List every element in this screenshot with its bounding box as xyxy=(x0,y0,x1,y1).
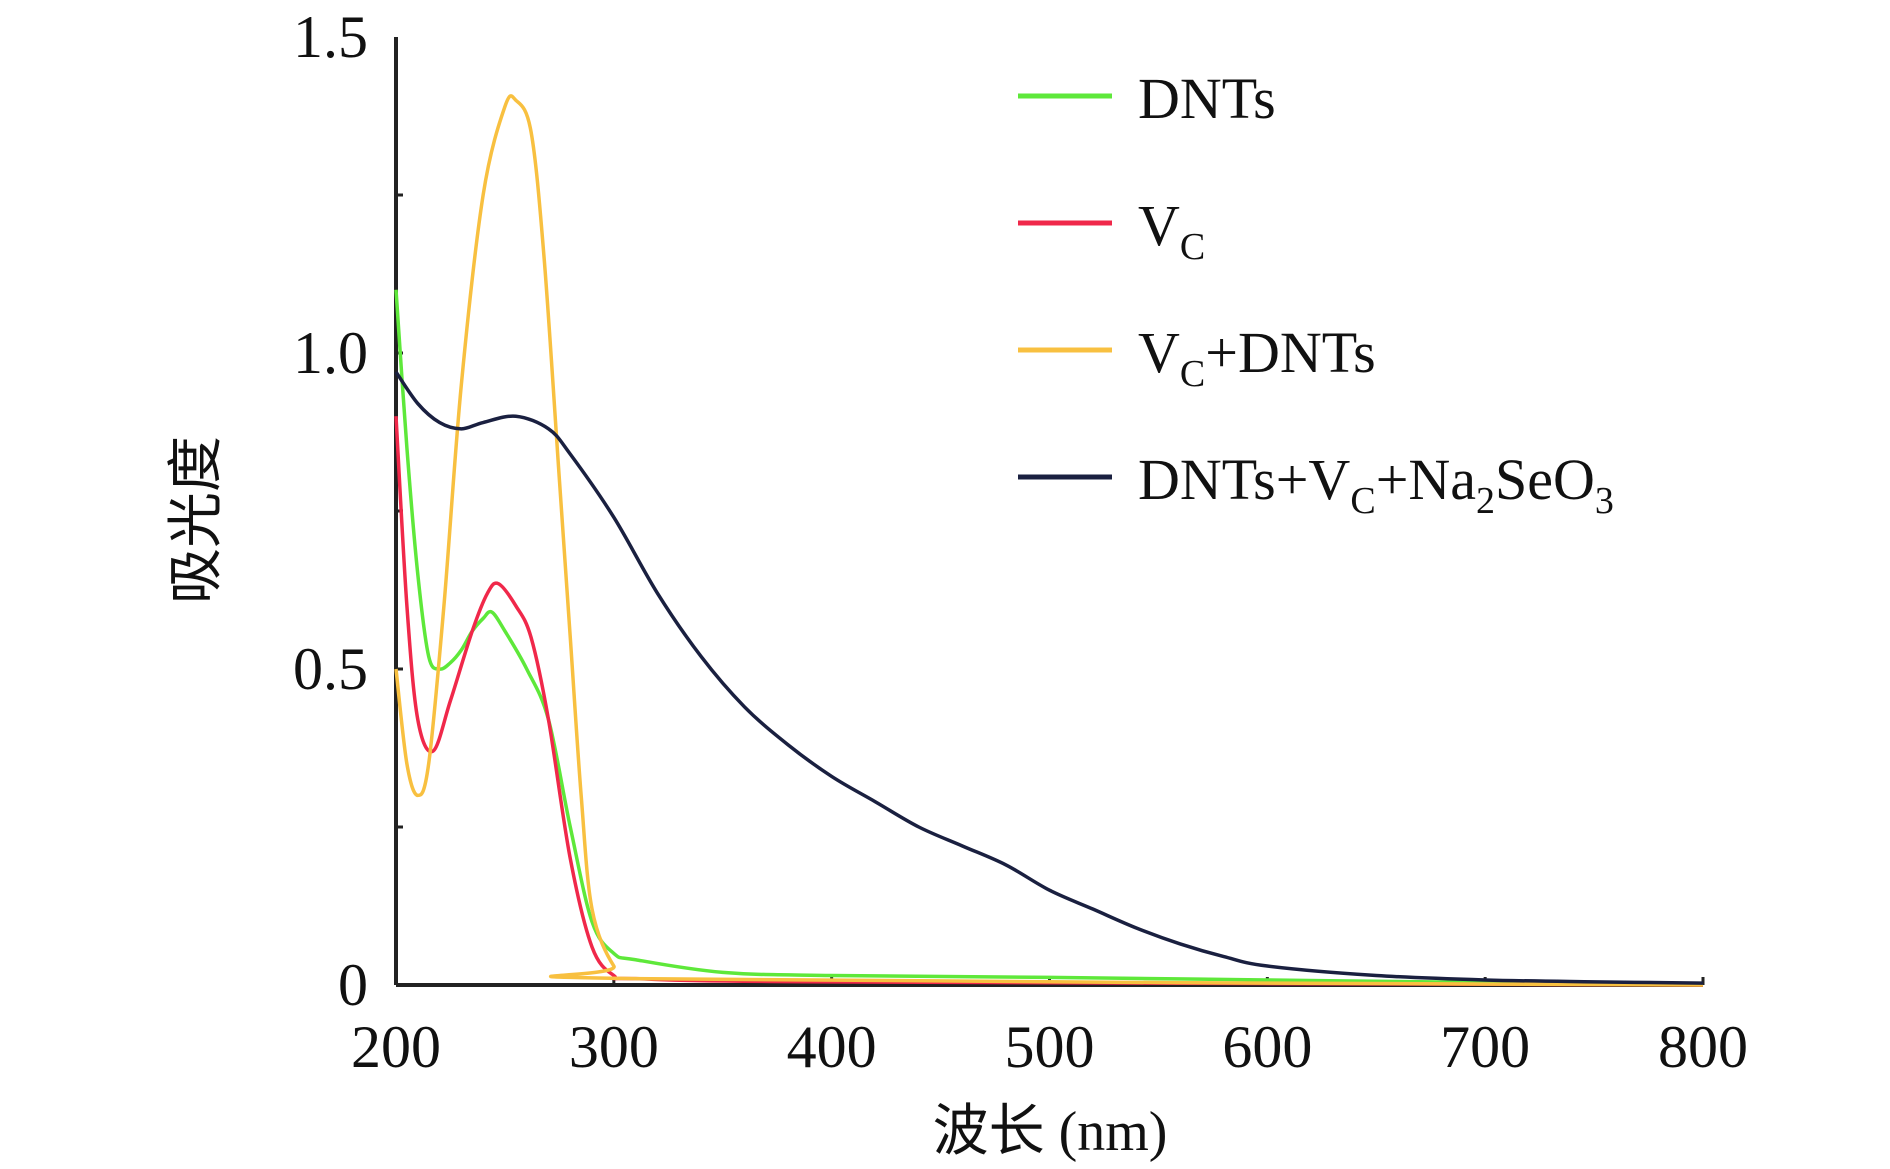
legend-text: SeO xyxy=(1495,447,1595,512)
legend-subscript: C xyxy=(1180,226,1205,268)
x-axis-label: 波长 (nm) xyxy=(933,1101,1168,1163)
x-tick-label: 600 xyxy=(1222,1014,1312,1080)
legend-text: +Na xyxy=(1376,447,1476,512)
legend-label: DNTs xyxy=(1138,66,1276,131)
x-tick-label: 800 xyxy=(1658,1014,1748,1080)
x-tick-label: 500 xyxy=(1005,1014,1095,1080)
legend-label: DNTs+VC+Na2SeO3 xyxy=(1138,447,1614,522)
y-tick-label: 1.5 xyxy=(293,4,368,70)
x-tick-label: 400 xyxy=(787,1014,877,1080)
series-lines xyxy=(394,94,1704,987)
legend-subscript: 3 xyxy=(1595,480,1614,522)
legend-subscript: C xyxy=(1350,480,1375,522)
axes: 200 300 400 500 600 700 800 0 0.5 1.0 1.5 xyxy=(293,4,1748,1080)
series-line-dnts xyxy=(394,289,1704,986)
series-line-dnts-vc-na2seo3 xyxy=(394,370,1704,985)
series-line-vc-dnts xyxy=(394,94,1704,987)
legend-label: VC+DNTs xyxy=(1138,320,1376,395)
legend-subscript: 2 xyxy=(1476,480,1495,522)
legend-text: +DNTs xyxy=(1205,320,1375,385)
legend-text: DNTs+V xyxy=(1138,447,1350,512)
y-tick-label: 0 xyxy=(338,952,368,1018)
legend-text: V xyxy=(1138,193,1180,258)
y-axis-label: 吸光度 xyxy=(166,436,228,604)
y-tick-label: 0.5 xyxy=(293,636,368,702)
legend-label: VC xyxy=(1138,193,1205,268)
x-tick-label: 700 xyxy=(1440,1014,1530,1080)
x-tick-label: 200 xyxy=(351,1014,441,1080)
legend-text: DNTs xyxy=(1138,66,1276,131)
y-tick-label: 1.0 xyxy=(293,320,368,386)
x-tick-label: 300 xyxy=(569,1014,659,1080)
legend-text: V xyxy=(1138,320,1180,385)
legend-subscript: C xyxy=(1180,353,1205,395)
